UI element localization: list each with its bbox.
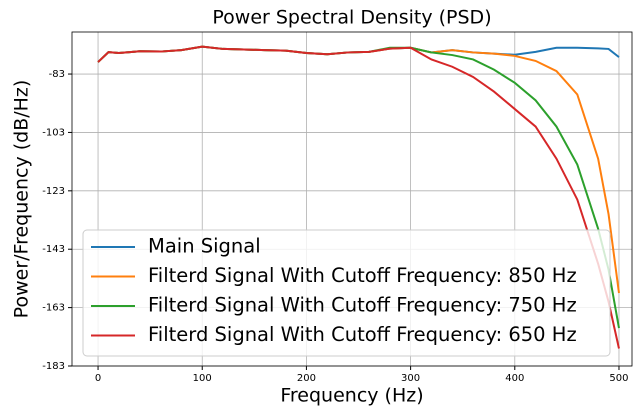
y-tick-label: -103 [42,127,65,138]
y-tick-label: -123 [42,186,65,197]
series-line [97,45,620,63]
y-tick-label: -183 [42,361,65,372]
legend-label: Main Signal [148,235,261,258]
x-tick-label: 300 [401,373,420,384]
y-axis-label: Power/Frequency (dB/Hz) [11,80,33,319]
x-tick-label: 400 [505,373,524,384]
x-tick-label: 200 [297,373,316,384]
legend-label: Filterd Signal With Cutoff Frequency: 65… [148,323,577,346]
plot-frame [71,31,633,367]
legend: Main Signal Filterd Signal With Cutoff Fr… [82,229,611,357]
chart-title: Power Spectral Density (PSD) [212,7,491,29]
x-axis-label: Frequency (Hz) [280,385,423,407]
x-tick-label: 0 [95,373,101,384]
y-tick-label: -83 [49,69,65,80]
y-tick-label: -143 [42,244,65,255]
legend-label: Filterd Signal With Cutoff Frequency: 85… [148,264,577,287]
series-line [97,45,620,349]
legend-box [82,229,611,357]
y-tick-label: -163 [42,303,65,314]
legend-label: Filterd Signal With Cutoff Frequency: 75… [148,294,577,317]
x-tick-label: 100 [193,373,212,384]
x-tick-label: 500 [609,373,628,384]
